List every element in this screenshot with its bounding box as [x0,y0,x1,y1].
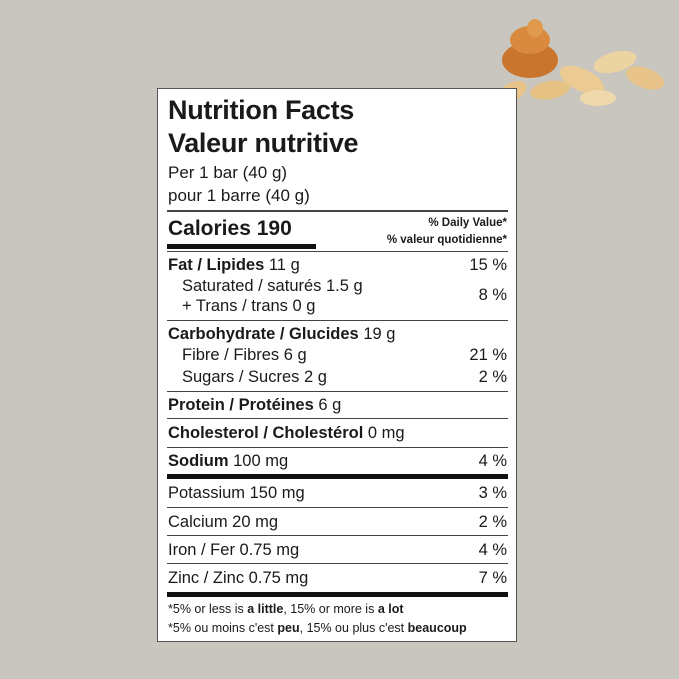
fn-bold: peu [277,621,300,635]
dv-header-en: % Daily Value* [428,217,507,229]
footnote-fr: *5% ou moins c'est peu, 15% ou plus c'es… [168,621,467,635]
calcium-row: Calcium 20 mg [168,513,279,531]
carb-amount: 19 g [363,325,396,343]
divider [167,535,508,536]
iron-dv: 4 % [478,541,507,559]
potassium-dv: 3 % [478,484,507,502]
fibre-dv: 21 % [469,346,507,364]
sugars-dv: 2 % [478,368,507,386]
potassium-row: Potassium 150 mg [168,484,305,502]
cholesterol-amount: 0 mg [367,424,405,442]
divider [167,563,508,564]
peanut-butter-image [497,19,665,106]
title-fr: Valeur nutritive [168,128,359,158]
cholesterol-label: Cholesterol / Cholestérol [168,424,364,442]
divider [167,320,508,321]
nutrition-facts-label: Nutrition Facts Valeur nutritive Per 1 b… [157,88,517,642]
protein-amount: 6 g [318,396,342,414]
carb-label: Carbohydrate / Glucides [168,325,359,343]
saturated-row: Saturated / saturés 1.5 g [182,277,363,295]
fn-text: , 15% or more is [283,602,378,616]
thick-divider [167,592,508,597]
fn-text: , 15% ou plus c'est [299,621,408,635]
divider [167,507,508,508]
calories-label: Calories [168,217,251,240]
fat-label: Fat / Lipides [168,256,265,274]
fibre-row: Fibre / Fibres 6 g [182,346,307,364]
divider [167,210,508,212]
fn-text: *5% or less is [168,602,248,616]
sodium-row: Sodium 100 mg [168,452,288,471]
fn-bold: beaucoup [407,621,467,635]
divider [167,418,508,419]
divider [167,447,508,448]
divider [167,251,508,252]
serving-fr: pour 1 barre (40 g) [168,186,310,205]
fat-dv: 15 % [469,256,507,274]
carb-row: Carbohydrate / Glucides 19 g [168,325,395,344]
sodium-amount: 100 mg [233,452,289,470]
protein-label: Protein / Protéines [168,396,314,414]
calories-bar [167,244,316,249]
dv-header: % Daily Value* % valeur quotidienne* [387,215,507,249]
fn-text: *5% ou moins c'est [168,621,278,635]
sugars-row: Sugars / Sucres 2 g [182,368,327,386]
fat-amount: 11 g [268,256,300,274]
calcium-dv: 2 % [478,513,507,531]
zinc-row: Zinc / Zinc 0.75 mg [168,569,309,587]
title-en: Nutrition Facts [168,95,355,125]
sodium-dv: 4 % [478,452,507,470]
serving-en: Per 1 bar (40 g) [168,163,288,182]
sodium-label: Sodium [168,452,229,470]
thick-divider [167,474,508,479]
calories: Calories 190 [168,217,292,241]
sat-trans-dv: 8 % [478,286,507,304]
fat-row: Fat / Lipides 11 g [168,256,300,275]
dv-header-fr: % valeur quotidienne* [386,234,507,246]
zinc-dv: 7 % [478,569,507,587]
trans-row: + Trans / trans 0 g [182,297,316,315]
footnote-en: *5% or less is a little, 15% or more is … [168,602,404,616]
iron-row: Iron / Fer 0.75 mg [168,541,300,559]
fn-bold: a little [247,602,284,616]
calories-value: 190 [256,217,292,240]
fn-bold: a lot [377,602,404,616]
protein-row: Protein / Protéines 6 g [168,396,341,415]
divider [167,391,508,392]
cholesterol-row: Cholesterol / Cholestérol 0 mg [168,424,405,443]
